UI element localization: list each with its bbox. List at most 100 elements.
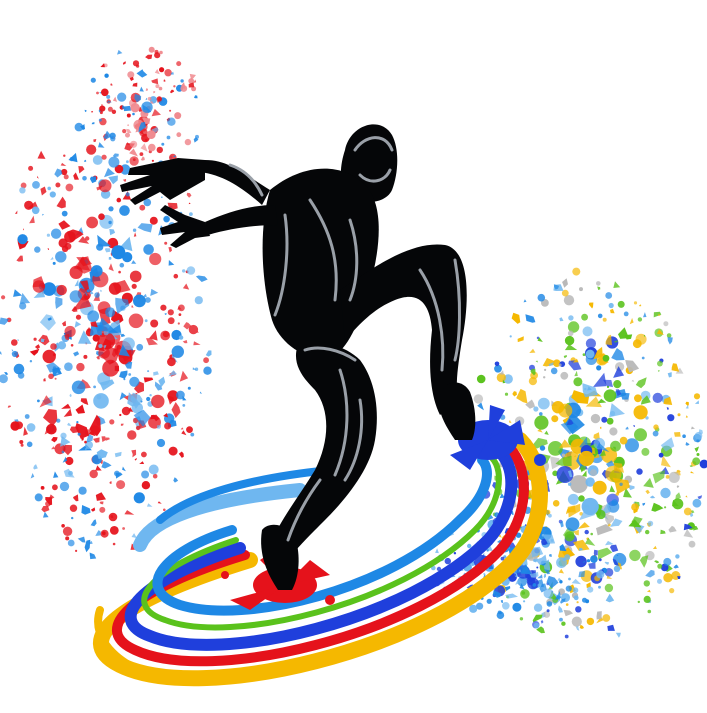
- paint-droplet: [100, 289, 102, 292]
- paint-droplet: [53, 471, 59, 478]
- paint-droplet: [137, 223, 153, 233]
- paint-droplet: [130, 103, 140, 113]
- paint-droplet: [596, 365, 602, 371]
- paint-droplet: [561, 453, 566, 457]
- paint-droplet: [628, 519, 642, 528]
- paint-droplet: [139, 152, 144, 157]
- paint-droplet: [652, 430, 659, 437]
- paint-droplet: [108, 257, 112, 260]
- paint-droplet: [590, 532, 593, 536]
- paint-droplet: [565, 517, 580, 532]
- paint-droplet: [596, 281, 601, 286]
- paint-droplet: [124, 510, 135, 515]
- paint-droplet: [186, 266, 196, 275]
- paint-droplet: [89, 553, 93, 556]
- paint-droplet: [81, 505, 91, 515]
- paint-droplet: [118, 270, 121, 274]
- paint-droplet: [182, 283, 190, 290]
- paint-droplet: [150, 288, 159, 296]
- paint-droplet: [476, 374, 486, 384]
- paint-droplet: [611, 499, 618, 506]
- paint-droplet: [135, 425, 141, 431]
- paint-droplet: [643, 580, 650, 587]
- paint-droplet: [47, 248, 50, 250]
- paint-droplet: [69, 393, 72, 398]
- paint-droplet: [17, 234, 28, 245]
- paint-droplet: [633, 405, 648, 420]
- paint-droplet: [151, 159, 154, 162]
- paint-droplet: [174, 112, 182, 120]
- paint-droplet: [602, 317, 607, 322]
- paint-droplet: [153, 91, 156, 94]
- paint-droplet: [568, 360, 582, 371]
- paint-droplet: [685, 401, 689, 407]
- paint-droplet: [543, 573, 547, 579]
- paint-droplet: [40, 486, 45, 490]
- paint-droplet: [119, 413, 122, 417]
- paint-droplet: [556, 466, 574, 483]
- paint-droplet: [114, 164, 124, 174]
- paint-droplet: [191, 86, 197, 92]
- paint-droplet: [694, 432, 703, 440]
- paint-droplet: [661, 455, 671, 468]
- paint-droplet: [62, 526, 73, 536]
- paint-droplet: [605, 292, 613, 299]
- paint-droplet: [99, 105, 106, 112]
- paint-droplet: [93, 385, 96, 389]
- paint-droplet: [120, 333, 126, 338]
- paint-droplet: [581, 313, 588, 321]
- paint-droplet: [673, 564, 679, 569]
- paint-droplet: [168, 370, 177, 377]
- paint-droplet: [642, 502, 646, 506]
- paint-droplet: [58, 238, 68, 248]
- paint-droplet: [52, 261, 56, 265]
- paint-droplet: [584, 537, 596, 546]
- paint-droplet: [615, 632, 621, 638]
- paint-droplet: [71, 380, 86, 395]
- paint-droplet: [145, 297, 151, 303]
- paint-droplet: [126, 128, 132, 134]
- paint-droplet: [533, 622, 540, 629]
- paint-droplet: [603, 389, 617, 403]
- paint-droplet: [117, 92, 127, 102]
- paint-droplet: [671, 363, 680, 372]
- paint-droplet: [99, 379, 115, 391]
- paint-droplet: [74, 279, 79, 287]
- paint-droplet: [652, 470, 665, 484]
- paint-droplet: [65, 536, 70, 541]
- paint-droplet: [56, 418, 61, 423]
- paint-droplet: [606, 385, 610, 388]
- paint-droplet: [98, 142, 105, 148]
- paint-droplet: [130, 392, 143, 409]
- paint-droplet: [16, 339, 19, 341]
- paint-droplet: [11, 349, 14, 352]
- paint-droplet: [639, 555, 649, 568]
- paint-droplet: [37, 399, 40, 403]
- paint-droplet: [81, 437, 84, 441]
- paint-droplet: [95, 492, 106, 501]
- paint-droplet: [98, 344, 103, 348]
- paint-droplet: [173, 85, 176, 88]
- paint-droplet: [63, 174, 69, 180]
- paint-droplet: [43, 409, 58, 426]
- paint-droplet: [105, 248, 111, 253]
- paint-droplet: [178, 451, 184, 458]
- paint-droplet: [499, 493, 505, 499]
- paint-droplet: [657, 563, 663, 569]
- paint-droplet: [39, 314, 56, 331]
- paint-droplet: [153, 371, 159, 376]
- paint-droplet: [611, 348, 625, 361]
- paint-droplet: [477, 402, 484, 411]
- paint-droplet: [664, 506, 667, 509]
- paint-droplet: [180, 85, 188, 92]
- paint-droplet: [555, 455, 572, 466]
- paint-droplet: [551, 401, 565, 414]
- paint-droplet: [619, 436, 628, 445]
- paint-droplet: [160, 304, 167, 311]
- paint-droplet: [4, 372, 9, 375]
- paint-droplet: [599, 449, 606, 457]
- paint-droplet: [75, 549, 78, 553]
- paint-droplet: [71, 516, 74, 520]
- paint-droplet: [629, 549, 641, 562]
- paint-droplet: [620, 392, 630, 400]
